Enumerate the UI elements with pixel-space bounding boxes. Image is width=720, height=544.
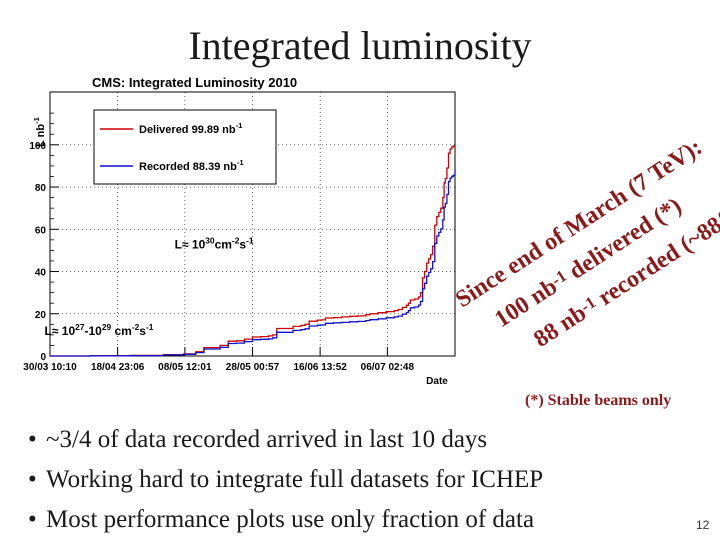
bullet-item: ~3/4 of data recorded arrived in last 10… <box>28 424 543 464</box>
chart-title: CMS: Integrated Luminosity 2010 <box>92 75 297 90</box>
slide-title: Integrated luminosity <box>188 23 532 68</box>
annotation-lumi-high: L≈ 1030cm-2s-1 <box>175 235 254 251</box>
bullet-item: Most performance plots use only fraction… <box>28 504 543 544</box>
legend-box <box>93 109 277 185</box>
x-tick-label: 18/04 23:06 <box>91 362 145 373</box>
y-tick-label: 40 <box>35 268 47 279</box>
y-tick-label: 80 <box>35 183 47 194</box>
x-tick-label: 30/03 10:10 <box>23 362 77 373</box>
x-tick-label: 08/05 12:01 <box>158 362 212 373</box>
x-tick-label: 28/05 00:57 <box>226 362 280 373</box>
overlay-text-group: Since end of March (7 TeV):100 nb-1 deli… <box>451 134 720 353</box>
annotation-lumi-low: L≈ 1027-1029 cm-2s-1 <box>45 322 154 338</box>
x-tick-label: 16/06 13:52 <box>293 362 347 373</box>
y-tick-label: 100 <box>29 141 46 152</box>
luminosity-chart: CMS: Integrated Luminosity 2010 0 20 40 60 8… <box>23 75 720 387</box>
legend-entry-label: Delivered 99.89 nb-1 <box>139 121 243 136</box>
bullet-list: ~3/4 of data recorded arrived in last 10… <box>28 424 543 544</box>
x-tick-label: 06/07 02:48 <box>361 362 415 373</box>
series-recorded-line <box>50 169 456 357</box>
bullet-item: Working hard to integrate full datasets … <box>28 464 543 504</box>
y-tick-label: 60 <box>35 225 47 236</box>
y-axis-label: L nb-1 <box>32 116 47 147</box>
legend-entry-label: Recorded 88.39 nb-1 <box>139 158 244 173</box>
y-tick-label: 20 <box>35 310 47 321</box>
stable-beams-footnote: (*) Stable beams only <box>525 392 672 409</box>
y-tick-label: 0 <box>40 352 46 363</box>
page-number: 12 <box>696 518 710 532</box>
series-delivered-line <box>50 145 456 357</box>
x-axis-label: Date <box>426 376 448 387</box>
